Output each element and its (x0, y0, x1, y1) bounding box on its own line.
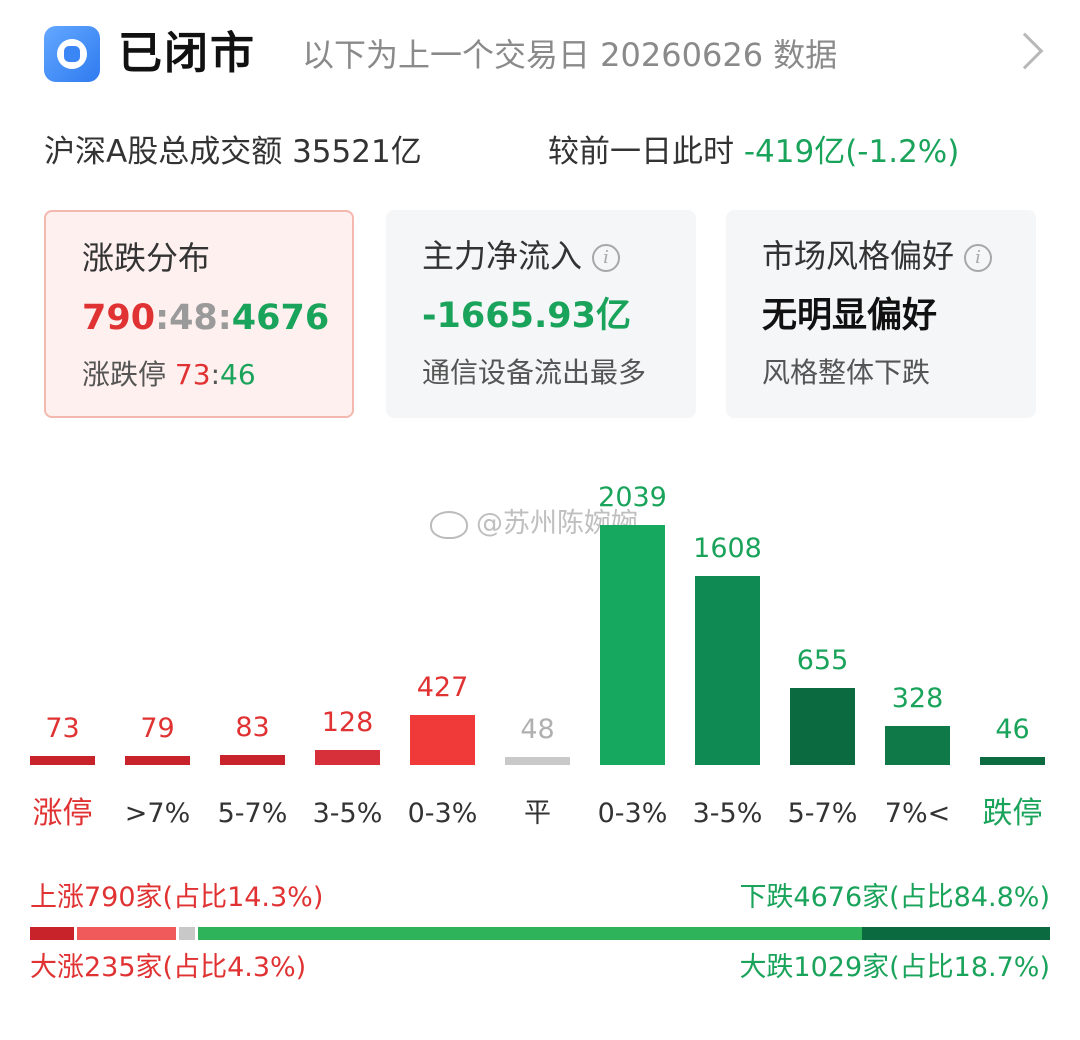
bar-0 (30, 756, 95, 765)
big-up-segment (30, 927, 74, 940)
limit-label: 涨跌停 (82, 358, 167, 391)
down-segment (197, 927, 863, 940)
bar-3 (315, 749, 380, 765)
category-label: 0-3% (597, 798, 668, 829)
limit-separator: : (210, 358, 220, 391)
net-inflow-note: 通信设备流出最多 (422, 356, 647, 389)
app-logo-icon (44, 26, 100, 82)
net-inflow-value: -1665.93亿 (422, 296, 631, 336)
net-inflow-title-text: 主力净流入 (422, 237, 583, 275)
market-style-note: 风格整体下跌 (762, 356, 931, 389)
market-style-title: 市场风格偏好 i (762, 232, 1036, 280)
bar-9 (885, 726, 950, 765)
big-down-summary: 大跌1029家(占比18.7%) (739, 952, 1050, 983)
market-style-value: 无明显偏好 (762, 296, 938, 336)
turnover-change: 较前一日此时 -419亿(-1.2%) (548, 128, 959, 176)
category-label: 0-3% (407, 798, 478, 829)
market-style-title-text: 市场风格偏好 (762, 237, 955, 275)
market-status-title: 已闭市 (118, 28, 256, 79)
down-count: 4676 (231, 298, 330, 338)
net-inflow-card[interactable]: 主力净流入 i -1665.93亿 通信设备流出最多 (386, 210, 696, 418)
info-icon[interactable]: i (592, 244, 621, 272)
bar-value-label: 79 (140, 712, 175, 744)
bar-10 (980, 757, 1045, 765)
category-label: 5-7% (217, 798, 288, 829)
ratio-separator: : (155, 298, 170, 338)
up-segment (76, 927, 176, 940)
bar-value-label: 427 (416, 671, 469, 703)
category-label: 跌停 (982, 796, 1043, 831)
category-label: 3-5% (692, 798, 763, 829)
category-label: 5-7% (787, 798, 858, 829)
bar-value-label: 2039 (598, 482, 667, 513)
ratio-separator: : (217, 298, 232, 338)
category-label: 平 (524, 798, 551, 829)
market-style-card[interactable]: 市场风格偏好 i 无明显偏好 风格整体下跌 (726, 210, 1036, 418)
bar-5 (505, 757, 570, 765)
chevron-right-icon[interactable] (1006, 32, 1044, 70)
limit-up-count: 73 (174, 358, 211, 391)
distribution-ratio: 790:48:4676 (82, 288, 352, 348)
category-label: 涨停 (32, 796, 93, 831)
limit-down-count: 46 (220, 358, 256, 391)
bar-8 (790, 687, 855, 765)
total-turnover-label: 沪深A股总成交额 (44, 134, 283, 170)
category-label: >7% (124, 798, 191, 829)
flat-count: 48 (169, 298, 218, 338)
bar-4 (410, 714, 475, 765)
down-summary: 下跌4676家(占比84.8%) (739, 882, 1050, 913)
trading-day-subtitle: 以下为上一个交易日 20260626 数据 (302, 36, 838, 74)
turnover-change-value: -419亿(-1.2%) (743, 134, 960, 170)
total-turnover: 沪深A股总成交额 35521亿 (44, 128, 422, 176)
up-summary: 上涨790家(占比14.3%) (30, 882, 324, 913)
bar-value-label: 328 (891, 683, 944, 715)
weibo-icon (430, 510, 468, 539)
distribution-bar-chart: @苏州陈婉婉 73 涨停 79 >7% 83 5-7% 128 3-5% 427 0-3% 48 平 2… (0, 440, 1080, 860)
distribution-title: 涨跌分布 (82, 239, 211, 277)
category-label: 3-5% (312, 798, 383, 829)
bar-2 (220, 755, 285, 765)
net-inflow-title: 主力净流入 i (422, 232, 696, 280)
bar-value-label: 655 (796, 644, 849, 676)
flat-segment (178, 927, 195, 940)
category-label: 7%< (884, 798, 951, 829)
big-down-segment (862, 927, 1050, 940)
bar-1 (125, 755, 190, 765)
bar-value-label: 46 (995, 714, 1030, 745)
bar-6 (600, 525, 665, 765)
bar-value-label: 128 (321, 706, 374, 738)
big-up-summary: 大涨235家(占比4.3%) (30, 952, 307, 983)
bar-7 (695, 575, 760, 765)
total-turnover-amount: 35521亿 (292, 134, 422, 170)
distribution-card[interactable]: 涨跌分布 790:48:4676 涨跌停 73:46 (44, 210, 354, 418)
bar-value-label: 48 (520, 714, 555, 745)
bar-value-label: 83 (235, 712, 270, 744)
limit-ratio: 涨跌停 73:46 (82, 352, 352, 398)
bar-value-label: 73 (45, 713, 80, 745)
header[interactable]: 已闭市 以下为上一个交易日 20260626 数据 (0, 0, 1080, 110)
info-icon[interactable]: i (964, 244, 993, 272)
turnover-change-label: 较前一日此时 (548, 134, 734, 170)
bar-value-label: 1608 (693, 532, 762, 564)
up-count: 790 (82, 298, 156, 338)
up-down-ratio-bar (30, 924, 1050, 942)
